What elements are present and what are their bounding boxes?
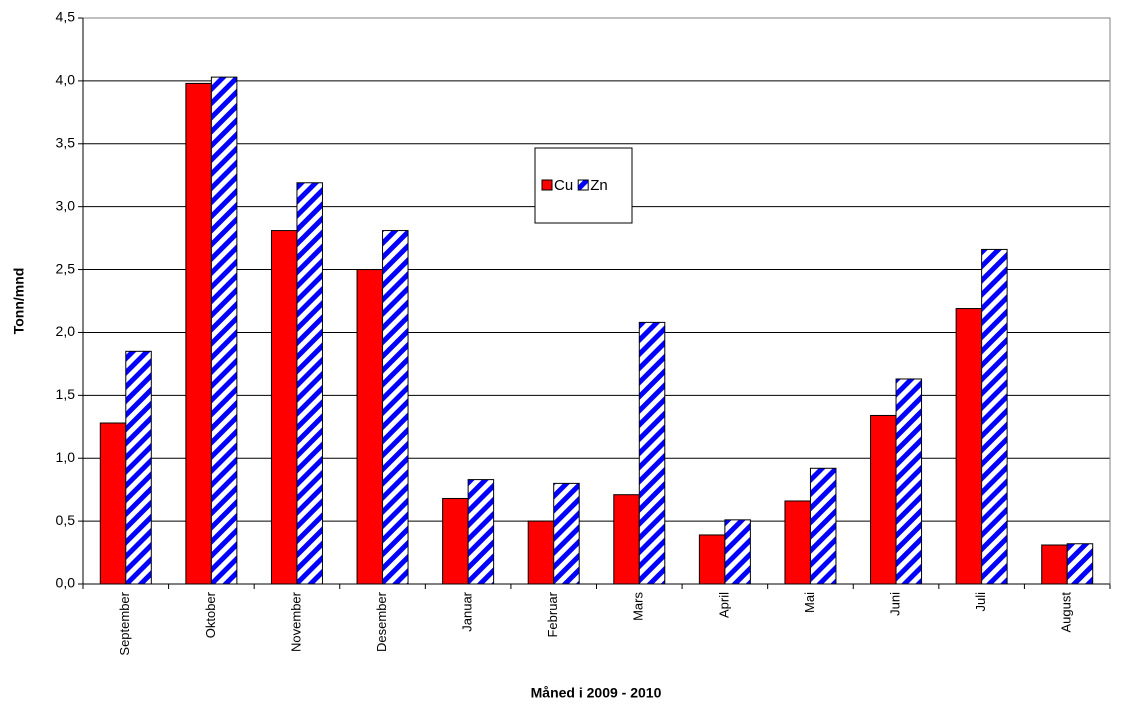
x-tick-label: Mars — [631, 592, 646, 621]
legend-swatch — [541, 179, 553, 191]
x-tick-label: August — [1059, 592, 1074, 633]
bar — [809, 467, 837, 585]
x-tick-label: April — [716, 592, 731, 618]
legend: Cu Zn — [534, 147, 633, 224]
bar — [1066, 543, 1094, 585]
bar — [1041, 544, 1068, 585]
bar — [784, 500, 811, 585]
bar — [210, 76, 238, 585]
bar — [638, 321, 666, 585]
x-tick-label: Desember — [374, 591, 389, 652]
legend-label: Cu — [554, 177, 573, 194]
bar — [870, 414, 897, 585]
y-tick-label: 2,0 — [56, 323, 76, 339]
bar — [613, 494, 640, 585]
y-axis-title: Tonn/mnd — [11, 268, 27, 335]
bar — [270, 230, 298, 585]
y-tick-label: 3,5 — [56, 134, 76, 150]
y-tick-label: 2,5 — [56, 260, 76, 276]
bar — [467, 479, 495, 585]
bar — [296, 182, 323, 585]
x-tick-label: Oktober — [203, 591, 218, 638]
y-tick-label: 1,5 — [56, 386, 76, 402]
y-tick-label: 4,5 — [56, 9, 76, 25]
bar — [955, 308, 983, 585]
x-axis-title: Måned i 2009 - 2010 — [531, 685, 662, 701]
bar — [553, 482, 580, 585]
bar — [981, 248, 1008, 585]
bar — [382, 230, 409, 585]
y-tick-label: 0,5 — [56, 512, 76, 528]
y-tick-label: 3,0 — [56, 197, 76, 213]
bar — [356, 269, 384, 585]
x-tick-label: Juli — [973, 592, 988, 612]
bar — [895, 378, 923, 585]
bar — [527, 520, 555, 585]
bar — [99, 422, 127, 585]
bar — [442, 497, 469, 585]
bar — [185, 82, 212, 585]
x-tick-label: September — [117, 591, 132, 655]
x-tick-label: Februar — [545, 591, 560, 637]
x-tick-label: Mai — [802, 592, 817, 613]
y-tick-label: 0,0 — [56, 575, 76, 591]
bar — [698, 534, 726, 585]
legend-swatch — [577, 179, 589, 191]
y-tick-label: 4,0 — [56, 72, 76, 88]
bar — [724, 519, 751, 585]
legend-label: Zn — [590, 177, 608, 194]
bar — [125, 350, 152, 585]
x-tick-label: Juni — [887, 592, 902, 616]
x-tick-label: Januar — [460, 591, 475, 631]
x-tick-label: November — [288, 591, 303, 652]
y-tick-label: 1,0 — [56, 449, 76, 465]
